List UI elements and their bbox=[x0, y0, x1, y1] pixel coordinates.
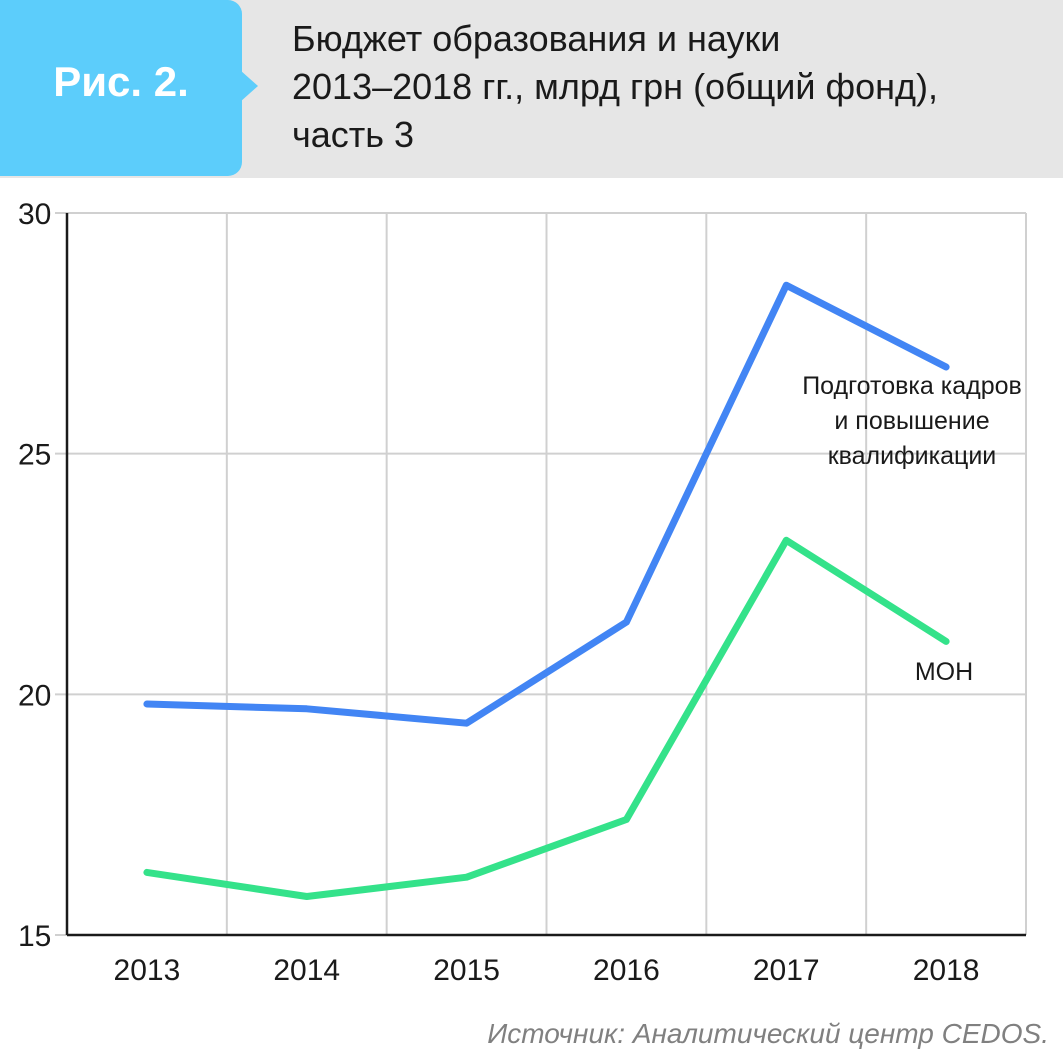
y-tick-label: 15 bbox=[18, 920, 51, 953]
figure-badge-arrow bbox=[240, 70, 258, 102]
x-tick-label: 2014 bbox=[273, 954, 340, 987]
y-tick-label: 30 bbox=[18, 198, 51, 231]
series-label-2: МОН bbox=[915, 658, 973, 686]
x-tick-label: 2015 bbox=[433, 954, 500, 987]
series-label-1: и повышение bbox=[834, 407, 989, 435]
chart-title-line-3: часть 3 bbox=[292, 114, 415, 155]
chart-title-line-1: Бюджет образования и науки bbox=[292, 18, 781, 59]
series-line-2 bbox=[143, 536, 950, 900]
x-tick-label: 2013 bbox=[114, 954, 181, 987]
source-note: Источник: Аналитический центр CEDOS. bbox=[487, 1018, 1049, 1049]
x-tick-label: 2016 bbox=[593, 954, 660, 987]
y-tick-label: 20 bbox=[18, 679, 51, 712]
chart-title-line-2: 2013–2018 гг., млрд грн (общий фонд), bbox=[292, 66, 939, 107]
line-chart: 15 20 25 30 2013 2014 2015 2016 2017 2018 Подготов… bbox=[18, 198, 1027, 987]
x-tick-label: 2018 bbox=[913, 954, 980, 987]
figure-badge bbox=[0, 0, 242, 176]
series-label-1: квалификации bbox=[828, 442, 997, 470]
series-line-1 bbox=[143, 281, 950, 727]
series-label-1: Подготовка кадров bbox=[802, 372, 1022, 400]
x-tick-label: 2017 bbox=[753, 954, 820, 987]
y-tick-label: 25 bbox=[18, 439, 51, 472]
figure-label: Рис. 2. bbox=[53, 58, 189, 105]
